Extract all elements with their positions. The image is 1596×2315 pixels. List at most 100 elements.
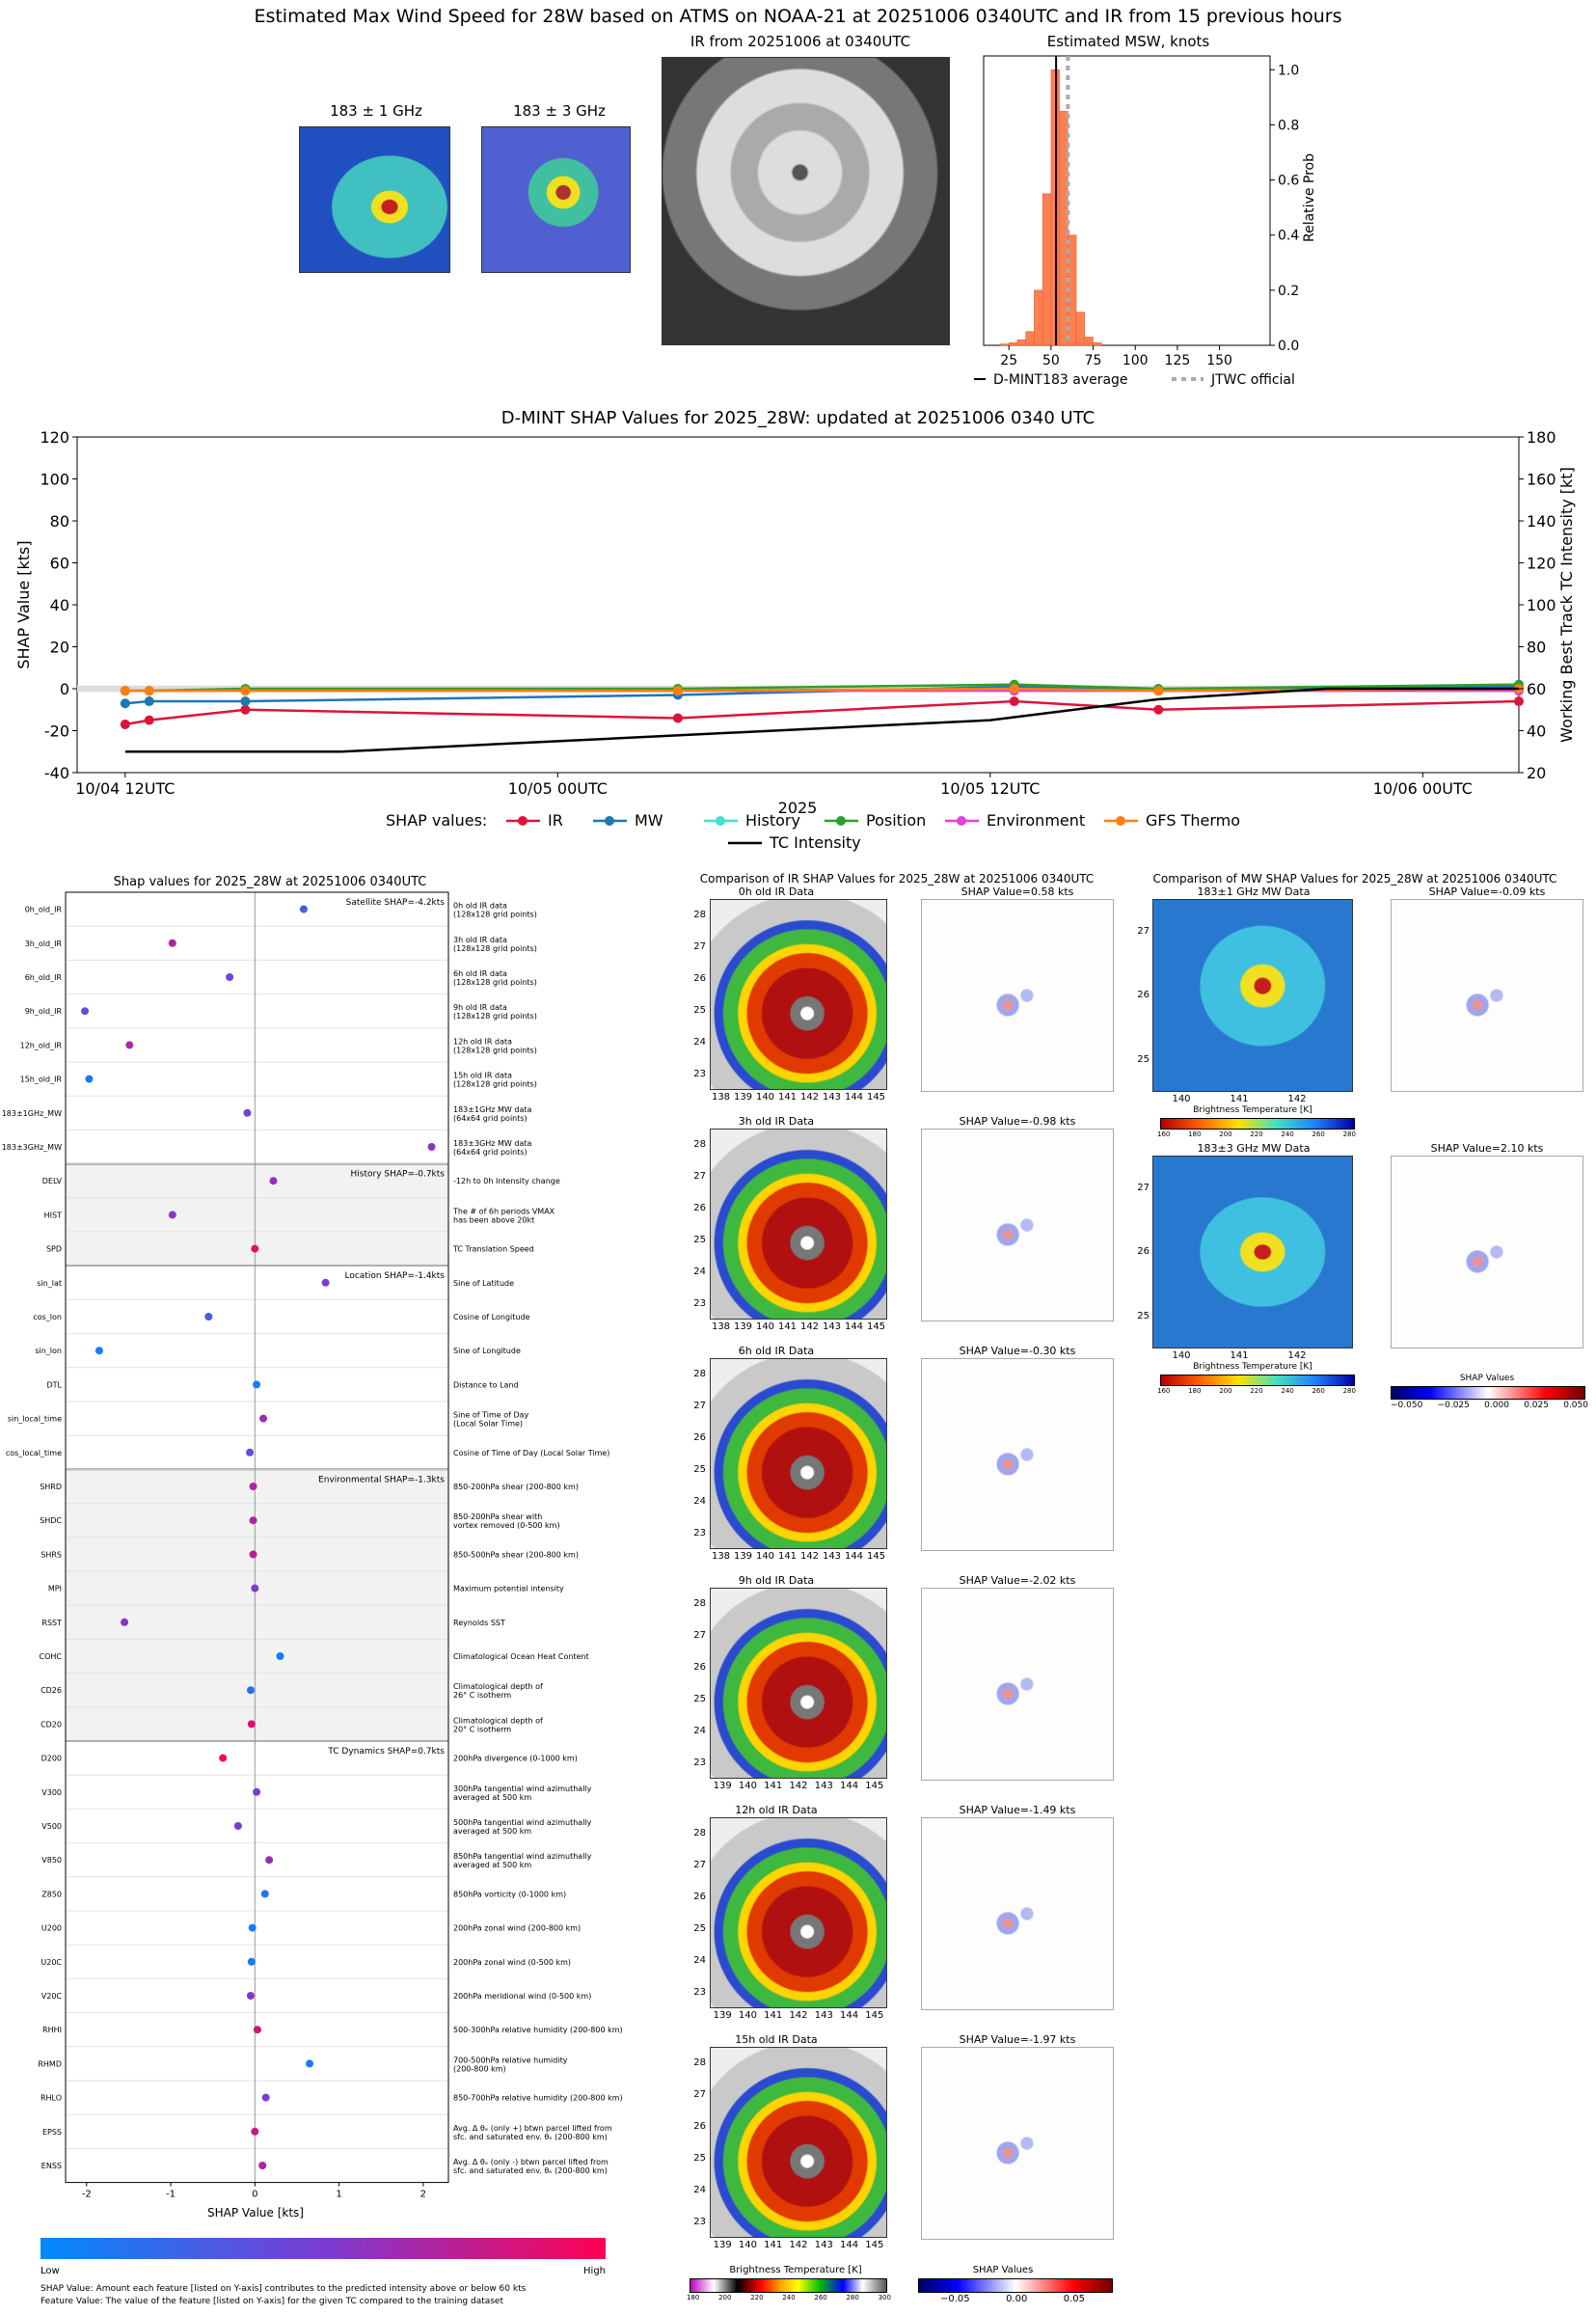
ts-ylabel-right: Working Best Track TC Intensity [kt] — [1557, 467, 1576, 743]
tick: 26 — [693, 2121, 706, 2132]
mw-panel-label: 183±3 GHz MW Data — [1197, 1142, 1311, 1155]
feature-desc: Reynolds SST — [453, 1619, 505, 1627]
ts-legend-title: SHAP values: — [386, 811, 487, 830]
tick: 24 — [693, 1496, 706, 1507]
series-point — [120, 698, 130, 709]
mw-shap-image — [1391, 899, 1583, 1092]
tick: 143 — [814, 2240, 833, 2250]
ts-xtick-label: 10/05 12UTC — [940, 779, 1040, 798]
series-point — [144, 715, 154, 725]
tick: 28 — [693, 910, 706, 920]
feature-name: V20C — [41, 1992, 63, 2001]
feature-desc: 12h old IR data — [453, 1037, 512, 1046]
tick: 145 — [865, 1781, 884, 1791]
legend-marker — [836, 816, 846, 826]
mw-lat-ticks: 27 26 25 — [1130, 1156, 1150, 1348]
tick: 139 — [733, 1321, 753, 1332]
ts-y2tick-label: 100 — [1527, 596, 1556, 614]
ts-y2tick-label: 180 — [1527, 428, 1556, 447]
mw-shap-label: SHAP Value=2.10 kts — [1430, 1142, 1544, 1155]
tick: 139 — [713, 1781, 732, 1791]
tick: 142 — [1287, 1094, 1307, 1104]
hist-bar — [1041, 193, 1052, 346]
feature-desc: 850-700hPa relative humidity (200-800 km… — [453, 2094, 623, 2103]
feature-desc: 850-200hPa shear (200-800 km) — [453, 1483, 579, 1491]
feature-desc: averaged at 500 km — [453, 1827, 531, 1836]
tick: 180 — [1188, 1387, 1202, 1395]
tick: 0.000 — [1484, 1401, 1509, 1410]
tick: 27 — [693, 1401, 706, 1411]
feature-point — [246, 1686, 255, 1695]
timeseries-title: D-MINT SHAP Values for 2025_28W: updated… — [500, 408, 1096, 428]
ir-label: IR from 20251006 at 0340UTC — [690, 33, 911, 50]
legend-label: Environment — [987, 811, 1085, 830]
mw-bt-colorbar — [1160, 1118, 1355, 1130]
tick: 24 — [693, 1037, 706, 1048]
ir-lat-ticks: 28 27 26 25 24 23 — [685, 899, 706, 1090]
tick: 26 — [1137, 990, 1150, 1001]
feature-name: RHMD — [38, 2059, 62, 2068]
feature-point — [168, 939, 176, 947]
ts-ytick-label: 120 — [40, 428, 69, 447]
tick: 220 — [1250, 1130, 1263, 1138]
mw-panel-label: 183±1 GHz MW Data — [1197, 885, 1311, 898]
feature-desc: 183±1GHz MW data — [453, 1105, 531, 1114]
tick: 140 — [755, 1551, 775, 1562]
tick: 140 — [738, 2010, 757, 2021]
tick: 145 — [866, 1321, 886, 1332]
tick: 23 — [693, 2217, 706, 2227]
legend-label: Position — [866, 811, 926, 830]
tick: 27 — [1137, 1182, 1150, 1193]
ir-shap-image — [921, 2047, 1114, 2240]
group-label: Location SHAP=-1.4kts — [344, 1271, 445, 1281]
feature-point — [251, 2127, 259, 2136]
tick: 142 — [789, 1781, 808, 1791]
feature-desc: vortex removed (0-500 km) — [453, 1521, 560, 1530]
series-line-ir — [124, 699, 1520, 726]
feature-desc: (128x128 grid points) — [453, 1080, 537, 1089]
tick: 143 — [814, 1781, 833, 1791]
tick: 200 — [1219, 1130, 1232, 1138]
tick: 180 — [1188, 1130, 1202, 1138]
tick: 0.050 — [1563, 1401, 1588, 1410]
bs-xtick-label: 1 — [336, 2190, 341, 2200]
series-point — [1514, 696, 1524, 707]
ir-lon-ticks: 138 139 140 141 142 143 144 145 — [710, 1092, 887, 1103]
tick: 144 — [840, 1781, 859, 1791]
ir-shap-label: SHAP Value=-0.98 kts — [959, 1115, 1076, 1128]
tick: 260 — [814, 2294, 827, 2301]
feature-desc: 0h old IR data — [453, 902, 507, 911]
hist-ytick-label: 0.4 — [1278, 229, 1299, 244]
ir-shap-image — [921, 1129, 1114, 1321]
feature-point — [248, 1923, 257, 1932]
hist-xtick-label: 125 — [1165, 353, 1191, 368]
feature-point — [306, 2059, 314, 2068]
feature-point — [81, 1007, 90, 1016]
tick: 24 — [693, 2185, 706, 2195]
hist-ytick-label: 0.6 — [1278, 174, 1299, 189]
feature-desc: 500hPa tangential wind azimuthally — [453, 1818, 592, 1827]
feature-point — [276, 1652, 284, 1660]
feature-point — [265, 1856, 274, 1865]
feature-point — [269, 1177, 278, 1185]
ir-panel-image — [710, 1358, 887, 1549]
tick: 23 — [693, 1069, 706, 1079]
feature-name: U200 — [41, 1924, 62, 1933]
hist-bar — [1059, 110, 1069, 346]
feature-name: U20C — [41, 1958, 62, 1967]
tick: 140 — [1172, 1094, 1191, 1104]
feature-point — [253, 1380, 261, 1389]
feature-name: CD26 — [41, 1686, 62, 1695]
ir-shap-image — [921, 1588, 1114, 1781]
feature-desc: sfc. and saturated env. θₑ (200-800 km) — [453, 2166, 608, 2175]
feature-name: V500 — [41, 1822, 62, 1831]
feature-name: V850 — [41, 1856, 62, 1865]
feature-point — [299, 905, 308, 913]
group-label: TC Dynamics SHAP=0.7kts — [327, 1747, 445, 1757]
tick: 220 — [750, 2294, 764, 2301]
feature-point — [247, 1957, 256, 1966]
ir-panel-image — [710, 1129, 887, 1320]
feature-name: cos_local_time — [6, 1449, 62, 1457]
tick: 27 — [693, 2089, 706, 2100]
feature-name: sin_local_time — [8, 1415, 62, 1424]
